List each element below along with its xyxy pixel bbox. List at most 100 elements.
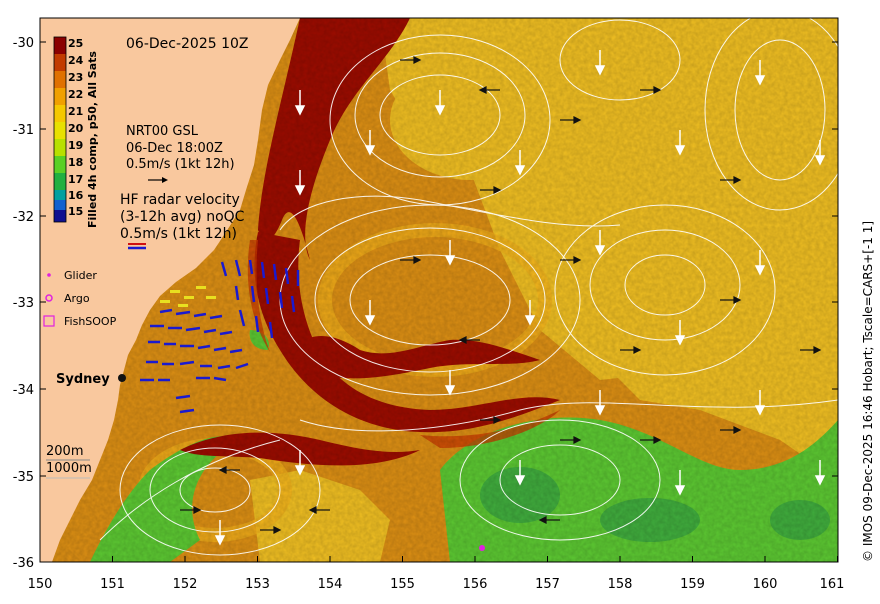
radar-vector — [175, 310, 191, 316]
arrow-down — [594, 390, 606, 416]
radar-vector — [284, 267, 290, 285]
argo-legend-icon — [45, 294, 53, 302]
radar-vector — [229, 348, 243, 354]
hf-radar-vectors — [140, 259, 300, 414]
colorbar-title: Filled 4h comp, p50, All Sats — [86, 51, 99, 228]
radar-vector — [217, 364, 231, 370]
arrow-down — [594, 230, 606, 256]
y-tick-label: -35 — [13, 470, 34, 485]
arrow-down — [754, 390, 766, 416]
colorbar-swatch — [54, 71, 66, 88]
plot-frame — [39, 17, 839, 563]
arrow-left — [218, 466, 240, 474]
radar-vector — [264, 287, 270, 305]
y-tick-label: -36 — [13, 556, 34, 571]
hf-radar-line: HF radar velocity — [120, 192, 240, 208]
scale-arrow-icon — [148, 177, 168, 183]
velocity-arrows-white — [214, 50, 826, 546]
arrow-down — [594, 50, 606, 76]
colorbar-tick: 17 — [68, 173, 83, 186]
arrow-right — [560, 116, 582, 124]
y-axis-labels: -30 -31 -32 -33 -34 -35 -36 — [13, 36, 34, 571]
arrow-right — [180, 506, 202, 514]
ssh-contours — [99, 18, 838, 556]
colorbar-swatch — [54, 54, 66, 71]
arrow-down — [754, 60, 766, 86]
land-australia — [40, 18, 300, 562]
radar-vector — [193, 312, 207, 318]
radar-vector — [234, 259, 242, 277]
x-tick-label: 151 — [100, 577, 125, 592]
colorbar-tick: 16 — [68, 189, 84, 202]
radar-vector — [213, 376, 227, 382]
arrow-right — [720, 296, 742, 304]
radar-vector — [209, 314, 223, 320]
radar-vector — [268, 321, 274, 339]
radar-vector — [175, 394, 191, 400]
colorbar-tick: 20 — [68, 122, 84, 135]
arrow-right — [560, 256, 582, 264]
arrow-right — [720, 426, 742, 434]
arrow-down — [524, 300, 536, 326]
arrow-right — [480, 416, 502, 424]
radar-vector — [278, 291, 284, 309]
x-tick-label: 153 — [245, 577, 270, 592]
arrow-down — [364, 130, 376, 156]
arrow-right — [560, 436, 582, 444]
radar-vector — [272, 263, 278, 281]
arrow-down — [444, 240, 456, 266]
plot-area — [40, 18, 838, 562]
arrow-down — [444, 370, 456, 396]
hf-radar-line: (3-12h avg) noQC — [120, 209, 245, 225]
x-tick-label: 155 — [390, 577, 415, 592]
sydney-marker — [118, 374, 126, 382]
colorbar-tick: 25 — [68, 37, 83, 50]
platform-markers — [479, 545, 485, 551]
glider-info: NRT00 GSL 06-Dec 18:00Z 0.5m/s (1kt 12h) — [126, 124, 235, 183]
arrow-left — [458, 336, 480, 344]
y-tick-label: -32 — [13, 210, 34, 225]
radar-vector — [185, 326, 201, 332]
legend-label: Argo — [64, 292, 90, 305]
colorbar-swatch — [54, 210, 66, 222]
legend-label: FishSOOP — [64, 315, 117, 328]
arrow-left — [478, 86, 500, 94]
fishsoop-legend-icon — [43, 315, 55, 327]
axis-ticks — [39, 41, 838, 563]
radar-vector — [235, 362, 249, 370]
velocity-arrows-black — [180, 56, 822, 534]
platform-legend: Glider Argo FishSOOP — [43, 269, 117, 328]
arrow-down — [754, 250, 766, 276]
colorbar-tick: 19 — [68, 139, 83, 152]
arrow-down — [674, 130, 686, 156]
x-tick-label: 161 — [820, 577, 845, 592]
arrow-down — [294, 170, 306, 196]
colorbar-tick: 22 — [68, 88, 83, 101]
x-tick-label: 157 — [535, 577, 560, 592]
hf-radar-line: 0.5m/s (1kt 12h) — [120, 226, 237, 242]
depth-legend: 200m 1000m — [46, 444, 92, 479]
radar-vector — [197, 344, 211, 350]
hf-radar-scale-icon — [128, 243, 146, 250]
radar-vector — [220, 261, 228, 277]
x-tick-label: 150 — [28, 577, 53, 592]
arrow-down — [814, 140, 826, 166]
legend-label: Glider — [64, 269, 97, 282]
x-axis-labels: 150 151 152 153 154 155 156 157 158 159 … — [28, 577, 845, 592]
radar-vector — [248, 259, 254, 275]
arrow-right — [640, 436, 662, 444]
colorbar: 25 24 23 22 21 20 19 18 17 16 15 Filled … — [53, 36, 99, 228]
glider-line: 06-Dec 18:00Z — [126, 141, 223, 156]
radar-vector — [238, 309, 246, 327]
x-tick-label: 158 — [608, 577, 633, 592]
y-tick-label: -34 — [13, 383, 34, 398]
arrow-down — [294, 90, 306, 116]
radar-vector — [260, 261, 266, 279]
colorbar-swatch — [54, 105, 66, 122]
y-tick-label: -30 — [13, 36, 34, 51]
arrow-down — [674, 470, 686, 496]
colorbar-tick: 15 — [68, 205, 83, 218]
colorbar-swatch — [54, 139, 66, 156]
